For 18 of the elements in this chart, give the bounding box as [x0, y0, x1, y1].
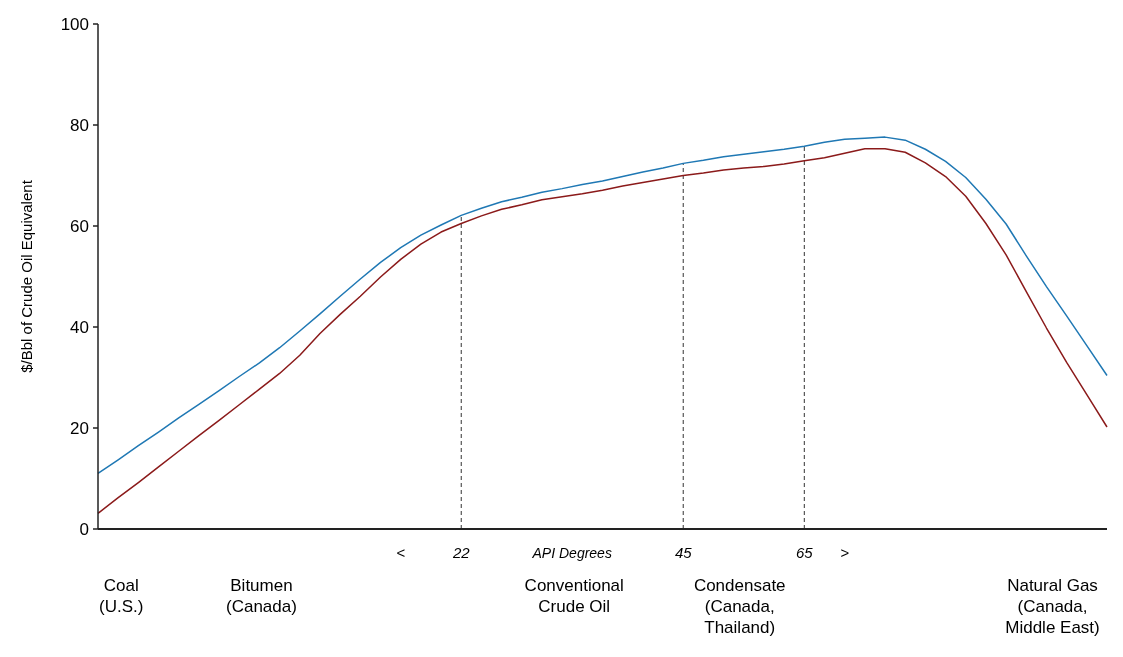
x-tick-label: < [396, 544, 406, 562]
x-tick-label: 45 [674, 544, 693, 562]
text: Bitumen (Canada) [226, 576, 297, 616]
x-tick-label: 22 [451, 544, 471, 562]
y-axis-title: $/Bbl of Crude Oil Equivalent [18, 179, 35, 373]
text: Coal (U.S.) [99, 576, 144, 616]
text: Conventional Crude Oil [524, 576, 624, 616]
x-tick-label: > [840, 544, 850, 562]
y-tick-label: 60 [70, 216, 89, 236]
text: Natural Gas (Canada, Middle East) [1005, 576, 1100, 637]
y-tick-label: 100 [60, 14, 89, 34]
text: Condensate (Canada, Thailand) [693, 576, 786, 637]
y-tick-label: 80 [70, 115, 89, 135]
y-tick-label: 0 [79, 519, 89, 539]
y-tick-label: 20 [70, 418, 89, 438]
y-tick-label: 40 [70, 317, 89, 337]
x-tick-label: 65 [795, 544, 814, 562]
x-axis-title: API Degrees [531, 544, 612, 561]
